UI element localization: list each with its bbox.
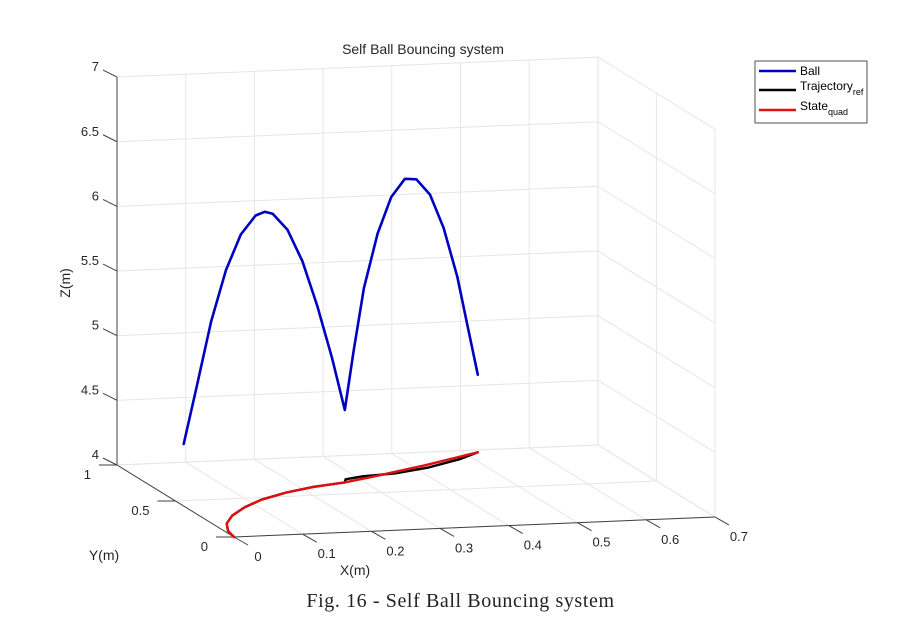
grid-line (116, 56, 598, 78)
z-tick-label: 4.5 (81, 382, 99, 397)
y-axis-label: Y(m) (89, 547, 119, 563)
x-tick (439, 527, 455, 537)
x-tick-label: 0.5 (592, 535, 610, 550)
x-tick-label: 0.1 (318, 546, 336, 561)
chart-title: Self Ball Bouncing system (342, 41, 504, 57)
z-tick (102, 392, 118, 401)
grid-lines (116, 56, 716, 538)
x-tick (371, 530, 386, 540)
series-line-state-quad (225, 451, 479, 539)
grid-line (116, 379, 598, 401)
grid-line (116, 121, 598, 143)
z-tick (102, 263, 118, 272)
data-series (182, 177, 480, 539)
figure-caption: Fig. 16 - Self Ball Bouncing system (306, 590, 615, 612)
z-tick-label: 6 (92, 188, 99, 203)
z-axis-label: Z(m) (57, 268, 73, 298)
x-tick (302, 533, 317, 543)
z-tick (102, 457, 118, 466)
legend-item-ball[interactable]: Ball (759, 64, 820, 78)
series-line-ball (182, 177, 480, 446)
legend-label-trajectory: Trajectoryref (800, 79, 864, 97)
grid-line (116, 185, 598, 207)
x-axis-label: X(m) (340, 562, 370, 578)
y-tick-label: 0.5 (131, 503, 149, 518)
x-tick (577, 522, 592, 532)
x-tick-label: 0 (254, 549, 261, 564)
axes (99, 69, 730, 546)
z-tick (102, 198, 118, 207)
z-tick (102, 69, 118, 78)
z-tick (102, 134, 118, 143)
x-tick-label: 0.6 (661, 532, 679, 547)
legend-item-state-quad[interactable]: Statequad (759, 99, 848, 117)
x-tick-label: 0.3 (455, 540, 473, 555)
grid-line (175, 480, 657, 502)
z-tick-label: 5 (92, 318, 99, 333)
x-tick-label: 0.7 (730, 529, 748, 544)
grid-line (116, 250, 598, 272)
y-tick-label: 1 (84, 467, 91, 482)
legend[interactable]: Ball Trajectoryref Statequad (754, 60, 868, 124)
x-tick (233, 536, 249, 546)
grid-line (116, 444, 598, 466)
x-tick-label: 0.2 (386, 543, 404, 558)
legend-label-ball: Ball (800, 64, 820, 78)
y-tick-label: 0 (201, 539, 208, 554)
x-tick-label: 0.4 (524, 538, 542, 553)
x-tick (508, 525, 524, 534)
tick-labels: 4 4.5 5 5.5 6 6.5 7 0 0.1 0.2 0.3 0.4 0.5 0.6 0.7 0 0.5 1 (81, 59, 748, 564)
z-tick-label: 7 (92, 59, 99, 74)
legend-label-state: Statequad (800, 99, 848, 117)
x-tick (645, 519, 661, 529)
z-tick (102, 328, 118, 337)
z-tick-label: 5.5 (81, 253, 99, 268)
z-tick-label: 4 (92, 447, 99, 462)
legend-item-trajectory-ref[interactable]: Trajectoryref (759, 79, 864, 97)
x-axis-line (233, 516, 715, 538)
z-tick-label: 6.5 (81, 124, 99, 139)
x-tick (714, 516, 730, 526)
